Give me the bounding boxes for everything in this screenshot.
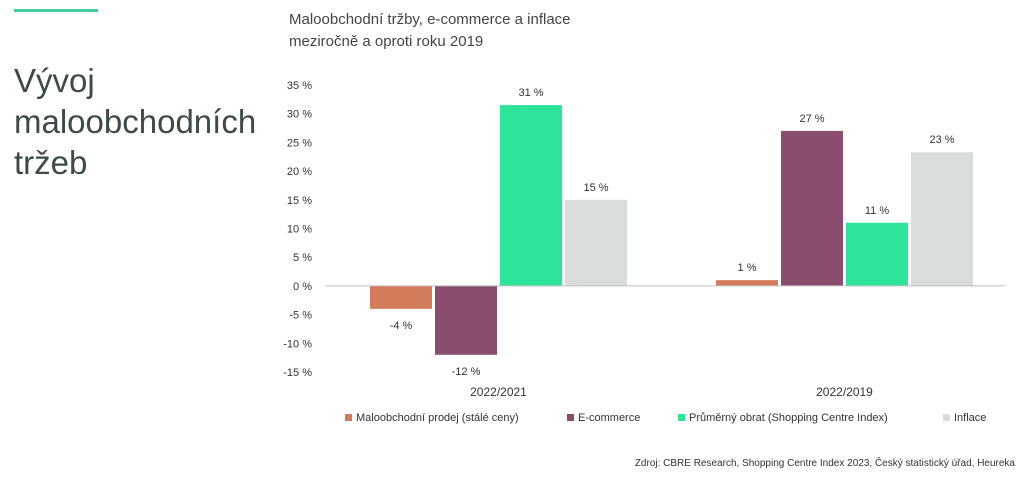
page-title-line-1: Vývoj	[14, 62, 95, 99]
accent-line	[14, 9, 98, 12]
data-label: -12 %	[452, 366, 481, 378]
legend-swatch	[567, 414, 574, 421]
page-title: Vývoj maloobchodních tržeb	[14, 60, 274, 183]
y-tick-label: 5 %	[293, 252, 312, 264]
legend-swatch	[345, 414, 352, 421]
page-title-line-2: maloobchodních	[14, 103, 257, 140]
y-tick-label: 0 %	[293, 281, 312, 293]
y-tick-label: 25 %	[287, 137, 312, 149]
chart-title-line-2: meziročně a oproti roku 2019	[289, 33, 484, 50]
legend-label: Maloobchodní prodej (stálé ceny)	[356, 412, 519, 424]
data-label: 15 %	[583, 182, 608, 194]
data-label: 27 %	[799, 113, 824, 125]
bar	[781, 130, 843, 286]
data-label: 1 %	[738, 262, 757, 274]
category-label: 2022/2021	[470, 385, 527, 399]
chart-title-line-1: Maloobchodní tržby, e-commerce a inflace	[289, 11, 571, 28]
bar	[500, 105, 562, 286]
bar	[370, 285, 432, 309]
y-tick-label: 30 %	[287, 109, 312, 121]
y-tick-label: -10 %	[283, 338, 312, 350]
data-label: 23 %	[929, 134, 954, 146]
y-tick-label: 20 %	[287, 166, 312, 178]
bar	[435, 285, 497, 355]
y-tick-label: -15 %	[283, 367, 312, 379]
bar	[846, 222, 908, 286]
legend-label: Průměrný obrat (Shopping Centre Index)	[689, 412, 888, 424]
legend-label: E-commerce	[578, 412, 640, 424]
page-title-line-3: tržeb	[14, 144, 88, 181]
bar	[911, 152, 973, 286]
y-tick-label: 10 %	[287, 224, 312, 236]
y-tick-label: -5 %	[289, 310, 312, 322]
data-label: 31 %	[518, 87, 543, 99]
chart-title: Maloobchodní tržby, e-commerce a inflace…	[289, 9, 709, 53]
source-note: Zdroj: CBRE Research, Shopping Centre In…	[634, 458, 1015, 469]
bar	[716, 280, 778, 286]
y-tick-label: 15 %	[287, 195, 312, 207]
y-tick-label: 35 %	[287, 80, 312, 92]
legend-label: Inflace	[954, 412, 986, 424]
data-label: 11 %	[865, 205, 889, 217]
data-label: -4 %	[390, 320, 413, 332]
bar	[565, 199, 627, 286]
legend-swatch	[678, 414, 685, 421]
category-label: 2022/2019	[816, 385, 873, 399]
legend-swatch	[943, 414, 950, 421]
